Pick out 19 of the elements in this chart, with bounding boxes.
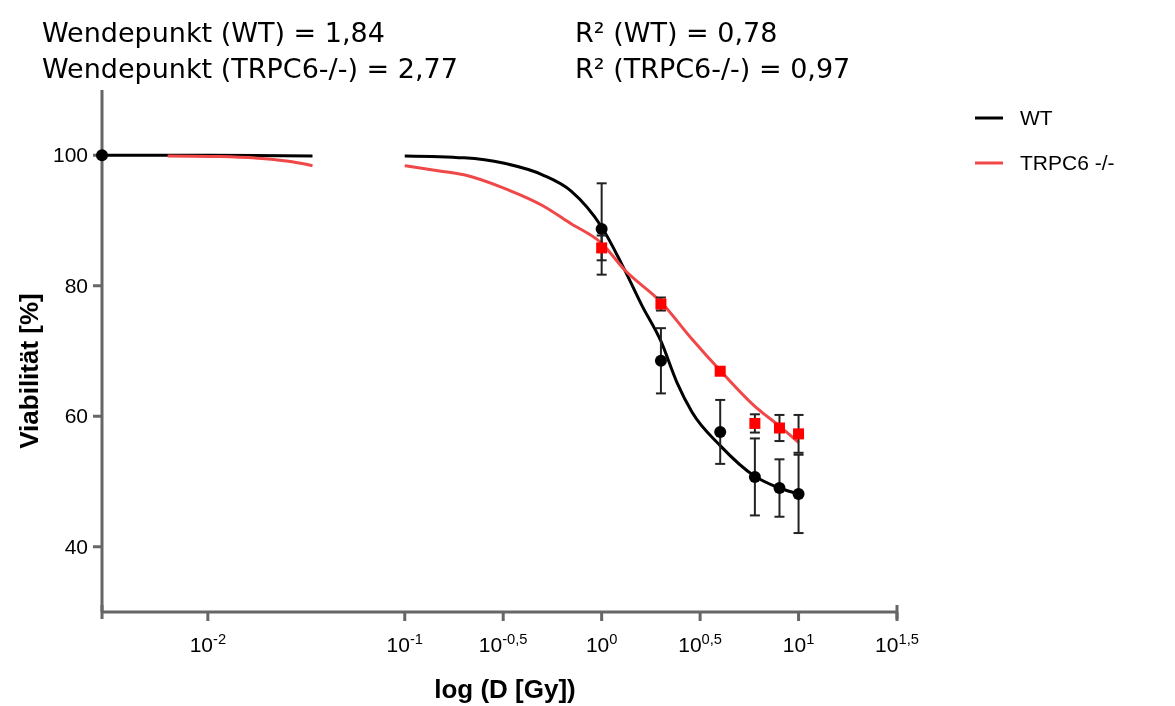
text: R² (WT) = 0,78 — [575, 17, 778, 48]
y-axis-title: Viabilität [%] — [14, 293, 44, 449]
text: Wendepunkt (WT) = 1,84 — [42, 17, 385, 48]
x-tick-label: 10$^{-2}$ — [189, 631, 227, 656]
x-tick-label: 10$^{0}$ — [585, 631, 618, 656]
x-tick-label: 10$^{1}$ — [782, 631, 815, 656]
legend-label: TRPC6 -/- — [1020, 151, 1115, 174]
x-tick-label: 10$^{-0,5}$ — [478, 631, 528, 656]
y-tick-label: 40 — [64, 534, 88, 558]
y-tick-label: 60 — [64, 404, 88, 428]
y-tick-label: 80 — [64, 273, 88, 297]
x-tick-label: 10$^{0,5}$ — [678, 631, 722, 656]
x-tick-label: 10$^{-1}$ — [386, 631, 423, 656]
x-axis-title: log (D [Gy]) — [434, 674, 576, 704]
y-tick-label: 100 — [52, 143, 88, 167]
text: R² (TRPC6-/-) = 0,97 — [575, 53, 851, 84]
legend-label: WT — [1020, 106, 1053, 129]
x-tick-label: 10$^{1,5}$ — [875, 631, 919, 656]
text: Wendepunkt (TRPC6-/-) = 2,77 — [42, 53, 458, 84]
